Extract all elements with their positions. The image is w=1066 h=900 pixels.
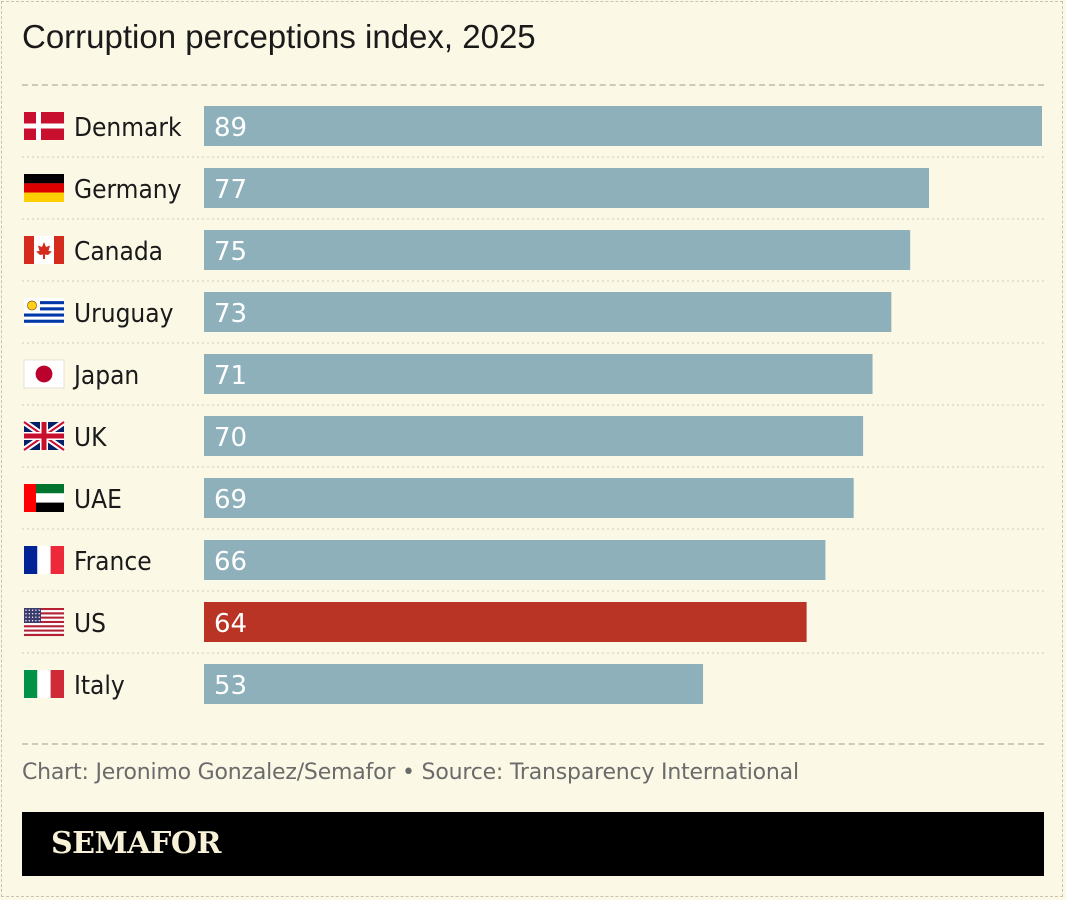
data-label: 89 (214, 113, 247, 143)
data-label: 73 (214, 299, 247, 329)
bar (204, 168, 930, 208)
category-label: Denmark (74, 113, 182, 143)
bar-row-italy: Italy 53 (24, 664, 704, 704)
brand-bar: SEMAFOR (22, 812, 1044, 876)
category-label: Canada (74, 237, 163, 267)
us-flag-icon (24, 608, 64, 637)
bar (204, 292, 892, 332)
uk-flag-icon (22, 419, 66, 453)
category-label: UAE (74, 485, 122, 515)
category-label: Italy (74, 671, 125, 701)
bar-row-us: US 64 (22, 602, 1044, 654)
bar (204, 540, 826, 580)
bar (204, 602, 807, 642)
bar-row-uae: UAE 69 (22, 478, 1044, 530)
data-label: 69 (214, 485, 247, 515)
category-label: Germany (74, 175, 182, 205)
title-divider (22, 84, 1044, 86)
italy-flag-icon (24, 670, 64, 698)
bar-row-germany: Germany 77 (22, 168, 1044, 220)
bar (204, 416, 864, 456)
uruguay-flag-icon (24, 298, 64, 326)
category-label: UK (74, 423, 107, 453)
category-label: US (74, 609, 106, 639)
semafor-logo: SEMAFOR (51, 826, 221, 861)
data-label: 71 (214, 361, 247, 391)
data-label: 75 (214, 237, 247, 267)
bar (204, 230, 911, 270)
bar-chart: Denmark 89 Germany 77 Canada 75 Uruguay 73 Japan… (22, 106, 1044, 704)
data-label: 66 (214, 547, 247, 577)
data-label: 64 (214, 609, 247, 639)
data-label: 77 (214, 175, 247, 205)
source-note: Chart: Jeronimo Gonzalez/Semafor • Sourc… (22, 760, 799, 785)
bar-row-japan: Japan 71 (22, 354, 1044, 406)
bar-row-uk: UK 70 (22, 416, 1044, 468)
germany-flag-icon (24, 174, 64, 202)
category-label: Japan (72, 361, 139, 391)
data-label: 70 (214, 423, 247, 453)
bar (204, 664, 704, 704)
data-label: 53 (214, 671, 247, 701)
bar-row-canada: Canada 75 (22, 230, 1044, 282)
bar-row-france: France 66 (22, 540, 1044, 592)
uae-flag-icon (24, 484, 64, 512)
category-label: Uruguay (74, 299, 174, 329)
chart-title: Corruption perceptions index, 2025 (22, 18, 536, 55)
bar (204, 478, 854, 518)
bar-row-denmark: Denmark 89 (22, 106, 1044, 158)
bar-row-uruguay: Uruguay 73 (22, 292, 1044, 344)
japan-flag-icon (23, 359, 65, 389)
category-label: France (74, 547, 152, 577)
denmark-flag-icon (24, 112, 64, 140)
canada-flag-icon (24, 236, 64, 264)
footer-divider (22, 743, 1044, 745)
bar (204, 354, 873, 394)
bar (204, 106, 1042, 146)
france-flag-icon (24, 546, 64, 574)
